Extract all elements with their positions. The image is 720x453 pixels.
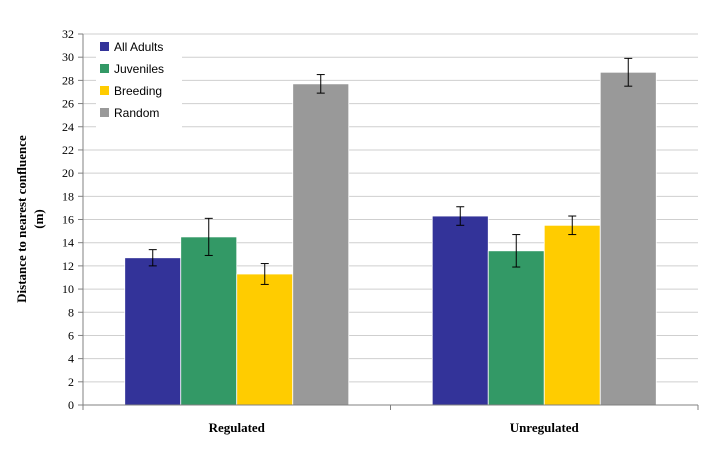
legend-swatch [100,86,109,95]
bar-juveniles-unregulated [487,250,545,406]
y-axis-title-line1: Distance to nearest confluence [14,135,29,303]
legend-label: Juveniles [114,62,164,76]
bar-all-adults-unregulated [431,215,489,406]
bar-breeding-unregulated [543,224,601,406]
y-tick-label: 30 [62,50,74,64]
y-tick-label: 22 [62,143,74,157]
error-bars [148,57,633,285]
bars [124,71,657,406]
y-tick-label: 12 [62,259,74,273]
x-category-labels: Regulated Unregulated [209,420,580,435]
y-tick-label: 20 [62,166,74,180]
y-tick-label: 32 [62,27,74,41]
legend-swatch [100,42,109,51]
y-tick-label: 16 [62,213,74,227]
y-tick-label: 14 [62,236,74,250]
y-axis-title-line2: (m) [31,209,46,229]
axes [78,33,699,410]
bar-juveniles-regulated [180,236,238,406]
legend-background [96,38,182,128]
x-category-label: Unregulated [510,420,580,435]
y-tick-label: 26 [62,97,74,111]
y-tick-label: 18 [62,189,74,203]
y-tick-label: 0 [68,398,74,412]
bar-random-unregulated [599,71,657,406]
x-category-label: Regulated [209,420,266,435]
legend-swatch [100,64,109,73]
legend-label: All Adults [114,40,163,54]
y-tick-label: 10 [62,282,74,296]
bar-all-adults-regulated [124,257,182,406]
y-tick-label: 2 [68,375,74,389]
y-tick-label: 6 [68,328,74,342]
y-tick-label: 4 [68,352,74,366]
y-tick-label: 28 [62,73,74,87]
legend-label: Breeding [114,84,162,98]
bar-random-regulated [292,83,350,406]
legend-label: Random [114,106,159,120]
y-tick-label: 24 [62,120,74,134]
legend-swatch [100,108,109,117]
legend: All Adults Juveniles Breeding Random [96,38,182,128]
y-tick-label: 8 [68,305,74,319]
bar-breeding-regulated [236,273,294,406]
